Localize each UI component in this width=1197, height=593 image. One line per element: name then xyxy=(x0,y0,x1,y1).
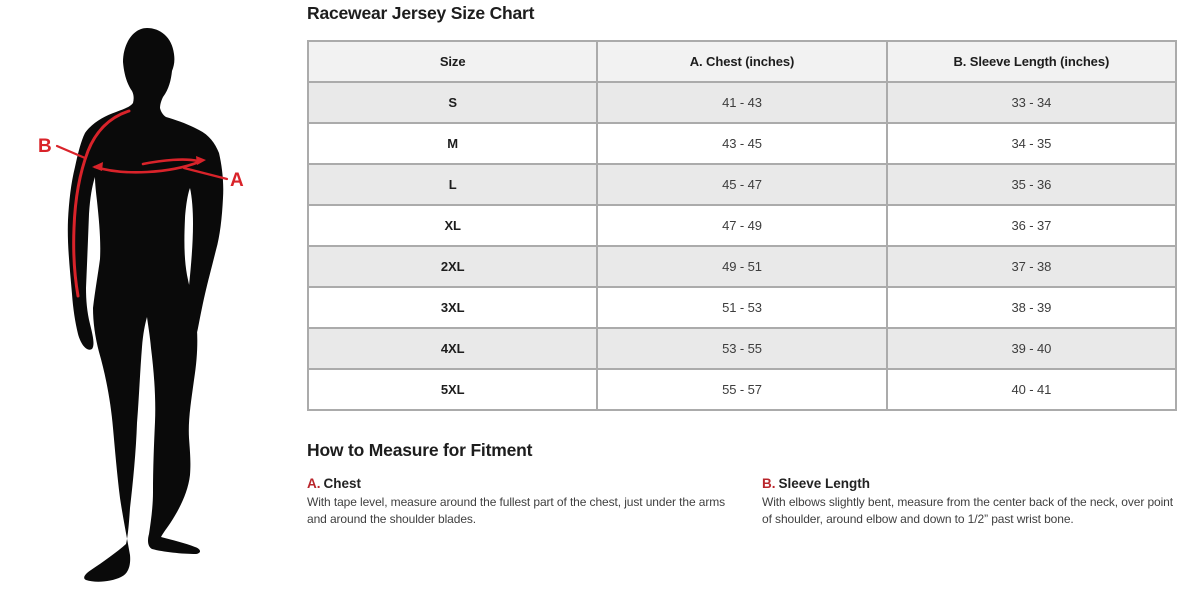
page-title: Racewear Jersey Size Chart xyxy=(307,3,535,23)
measure-chest-description: With tape level, measure around the full… xyxy=(307,495,726,526)
size-chart-table: Size A. Chest (inches) B. Sleeve Length … xyxy=(306,40,1178,411)
chest-value: 41 - 43 xyxy=(596,81,888,124)
chest-value: 47 - 49 xyxy=(596,204,888,247)
chest-value: 43 - 45 xyxy=(596,122,888,165)
body-silhouette xyxy=(67,28,224,582)
sleeve-value: 34 - 35 xyxy=(885,122,1178,165)
column-header-chest: A. Chest (inches) xyxy=(596,40,888,83)
sleeve-value: 38 - 39 xyxy=(885,286,1178,329)
chest-label-a: A xyxy=(230,170,244,191)
size-value: 5XL xyxy=(306,368,599,411)
table-row: S 41 - 43 33 - 34 xyxy=(306,81,1178,124)
size-value: 4XL xyxy=(306,327,599,370)
table-row: XL 47 - 49 36 - 37 xyxy=(306,204,1178,247)
size-value: M xyxy=(306,122,599,165)
chest-measure-line-top xyxy=(141,158,200,166)
chest-value: 53 - 55 xyxy=(596,327,888,370)
measure-columns: A. Chest With tape level, measure around … xyxy=(307,476,1185,527)
chest-arrow-right xyxy=(196,156,206,165)
column-header-size: Size xyxy=(306,40,599,83)
size-value: XL xyxy=(306,204,599,247)
measure-sleeve-letter: B. xyxy=(762,476,776,491)
sleeve-value: 39 - 40 xyxy=(885,327,1178,370)
chest-value: 45 - 47 xyxy=(596,163,888,206)
chest-value: 51 - 53 xyxy=(596,286,888,329)
sleeve-value: 35 - 36 xyxy=(885,163,1178,206)
table-row: 3XL 51 - 53 38 - 39 xyxy=(306,286,1178,329)
measure-sleeve-description: With elbows slightly bent, measure from … xyxy=(762,495,1173,526)
table-row: 2XL 49 - 51 37 - 38 xyxy=(306,245,1178,288)
table-row: 5XL 55 - 57 40 - 41 xyxy=(306,368,1178,411)
chest-measure-line xyxy=(93,160,201,174)
chest-value: 55 - 57 xyxy=(596,368,888,411)
measure-sleeve-section: B. Sleeve Length With elbows slightly ben… xyxy=(762,476,1185,527)
measure-sleeve-name: Sleeve Length xyxy=(778,476,871,491)
size-value: 2XL xyxy=(306,245,599,288)
measure-chest-letter: A. xyxy=(307,476,321,491)
sleeve-measure-line xyxy=(72,109,131,298)
size-value: L xyxy=(306,163,599,206)
measure-chest-section: A. Chest With tape level, measure around … xyxy=(307,476,762,527)
table-row: 4XL 53 - 55 39 - 40 xyxy=(306,327,1178,370)
chest-arrow-left xyxy=(92,162,103,171)
table-row: M 43 - 45 34 - 35 xyxy=(306,122,1178,165)
sleeve-value: 40 - 41 xyxy=(885,368,1178,411)
measure-chest-name: Chest xyxy=(323,476,362,491)
sleeve-label-leader-line xyxy=(55,144,87,160)
measure-chest-heading: A. Chest xyxy=(307,476,762,491)
sleeve-value: 37 - 38 xyxy=(885,245,1178,288)
sleeve-value: 33 - 34 xyxy=(885,81,1178,124)
column-header-sleeve: B. Sleeve Length (inches) xyxy=(885,40,1178,83)
size-value: S xyxy=(306,81,599,124)
chest-value: 49 - 51 xyxy=(596,245,888,288)
measure-section-title: How to Measure for Fitment xyxy=(307,440,533,460)
measure-sleeve-heading: B. Sleeve Length xyxy=(762,476,1185,491)
size-figure-illustration: B A xyxy=(38,28,244,582)
sleeve-label-b: B xyxy=(38,136,52,157)
table-header-row: Size A. Chest (inches) B. Sleeve Length … xyxy=(306,40,1178,83)
size-value: 3XL xyxy=(306,286,599,329)
table-row: L 45 - 47 35 - 36 xyxy=(306,163,1178,206)
sleeve-value: 36 - 37 xyxy=(885,204,1178,247)
chest-label-leader-line xyxy=(182,166,229,181)
